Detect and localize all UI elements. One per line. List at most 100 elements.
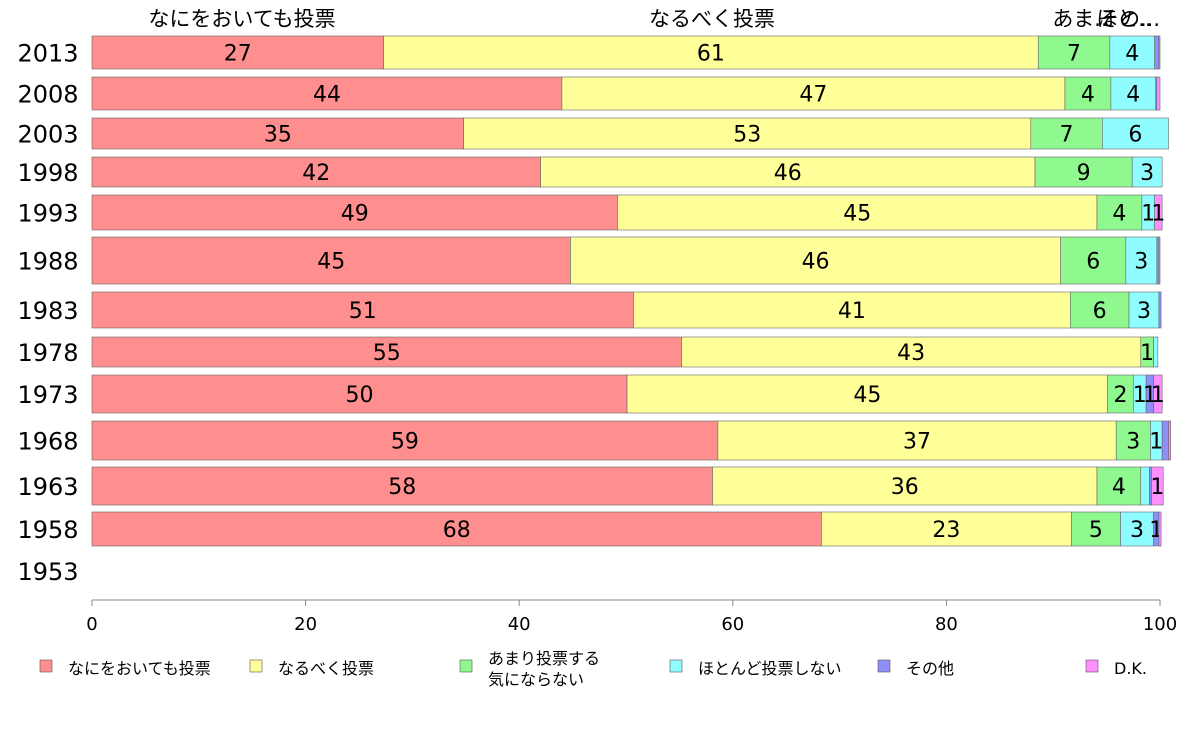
bar-segment (712, 466, 1098, 506)
top-column-label: その... (1098, 7, 1160, 31)
bar-segment (1109, 35, 1155, 70)
bar-segment (1158, 291, 1162, 329)
bar-segment (91, 236, 571, 285)
bar-segment (540, 156, 1036, 188)
bar-value-label: 68 (443, 518, 471, 543)
legend-swatch (877, 659, 891, 673)
bar-value-label: 4 (1081, 83, 1095, 108)
bar-segment (1154, 35, 1160, 70)
bar-segment (681, 336, 1142, 368)
x-tick-label: 80 (935, 614, 958, 635)
bar-segment (717, 420, 1117, 461)
bar-value-label: 3 (1140, 161, 1154, 186)
legend-label: なるべく投票 (278, 659, 374, 678)
category-label: 1953 (17, 558, 78, 586)
bar-value-label: 45 (853, 383, 881, 408)
bar-value-label: 9 (1077, 161, 1091, 186)
bar-segment (1140, 466, 1150, 506)
x-tick-label: 100 (1143, 614, 1177, 635)
bar-value-label: 3 (1134, 250, 1148, 275)
category-label: 1968 (17, 428, 78, 456)
x-tick-label: 40 (508, 614, 531, 635)
bar-segment (1120, 511, 1154, 547)
bar-value-label: 36 (891, 475, 919, 500)
bar-value-label: 46 (774, 161, 802, 186)
bar-segment (1161, 420, 1169, 461)
legend-swatch (39, 659, 53, 673)
bar-value-label: 1 (1150, 475, 1164, 500)
bar-value-label: 23 (932, 518, 960, 543)
bar-segment (1060, 236, 1127, 285)
bar-segment (1096, 466, 1142, 506)
bar-value-label: 1 (1151, 383, 1165, 408)
category-label: 2003 (17, 121, 78, 149)
bar-value-label: 6 (1086, 250, 1100, 275)
bar-value-label: 42 (302, 161, 330, 186)
bar-value-label: 47 (799, 83, 827, 108)
bar-segment (561, 76, 1066, 111)
category-label: 2013 (17, 40, 78, 68)
top-column-label: あま.. (1052, 7, 1107, 31)
bar-segment (1153, 374, 1163, 414)
legend-label: あまり投票する (488, 649, 600, 668)
bar-value-label: 4 (1126, 83, 1140, 108)
bar-segment (1069, 291, 1130, 329)
top-column-label: ほと.. (1096, 7, 1151, 31)
bar-segment (91, 291, 634, 329)
bar-segment (626, 374, 1108, 414)
bar-value-label: 4 (1125, 42, 1139, 67)
bar-value-label: 1 (1149, 430, 1163, 455)
bar-value-label: 7 (1060, 123, 1074, 148)
bar-segment (1154, 194, 1163, 231)
bar-value-label: 1 (1133, 383, 1147, 408)
bar-segment (1128, 291, 1160, 329)
bar-segment (821, 511, 1072, 547)
legend-label: D.K. (1114, 659, 1147, 678)
category-label: 1998 (17, 159, 78, 187)
bar-segment (1151, 466, 1164, 506)
bar-value-label: 4 (1112, 202, 1126, 227)
bar-value-label: 7 (1067, 42, 1081, 67)
bar-value-label: 58 (388, 475, 416, 500)
bar-value-label: 49 (341, 202, 369, 227)
bar-segment (570, 236, 1061, 285)
bar-segment (1125, 236, 1158, 285)
bar-segment (91, 117, 464, 150)
bar-segment (1168, 420, 1171, 461)
bar-segment (1156, 76, 1161, 111)
bar-value-label: 3 (1126, 430, 1140, 455)
bar-value-label: 44 (313, 83, 341, 108)
legend-swatch (669, 659, 683, 673)
bar-segment (1156, 236, 1160, 285)
bar-value-label: 59 (391, 430, 419, 455)
top-column-label: なにをおいても投票 (148, 7, 335, 31)
x-tick-label: 60 (721, 614, 744, 635)
bar-value-label: 41 (838, 299, 866, 324)
bar-segment (1110, 76, 1157, 111)
x-tick-label: 20 (294, 614, 317, 635)
bar-value-label: 43 (897, 341, 925, 366)
bar-segment (617, 194, 1098, 231)
bar-value-label: 50 (346, 383, 374, 408)
bar-segment (1030, 117, 1103, 150)
bar-segment (91, 511, 822, 547)
bar-value-label: 61 (697, 42, 725, 67)
x-tick-label: 0 (86, 614, 97, 635)
bar-value-label: 1 (1140, 341, 1154, 366)
bar-value-label: 4 (1112, 475, 1126, 500)
legend-label: その他 (906, 659, 954, 678)
category-label: 1988 (17, 248, 78, 276)
legend-swatch (1085, 659, 1099, 673)
bar-value-label: 55 (373, 341, 401, 366)
bar-segment (1158, 236, 1161, 285)
legend-swatch (249, 659, 263, 673)
legend-label: ほとんど投票しない (698, 659, 842, 678)
bar-segment (91, 420, 719, 461)
bar-value-label: 45 (843, 202, 871, 227)
bar-value-label: 35 (264, 123, 292, 148)
bar-value-label: 1 (1141, 202, 1155, 227)
category-label: 1963 (17, 473, 78, 501)
bar-value-label: 2 (1113, 383, 1127, 408)
